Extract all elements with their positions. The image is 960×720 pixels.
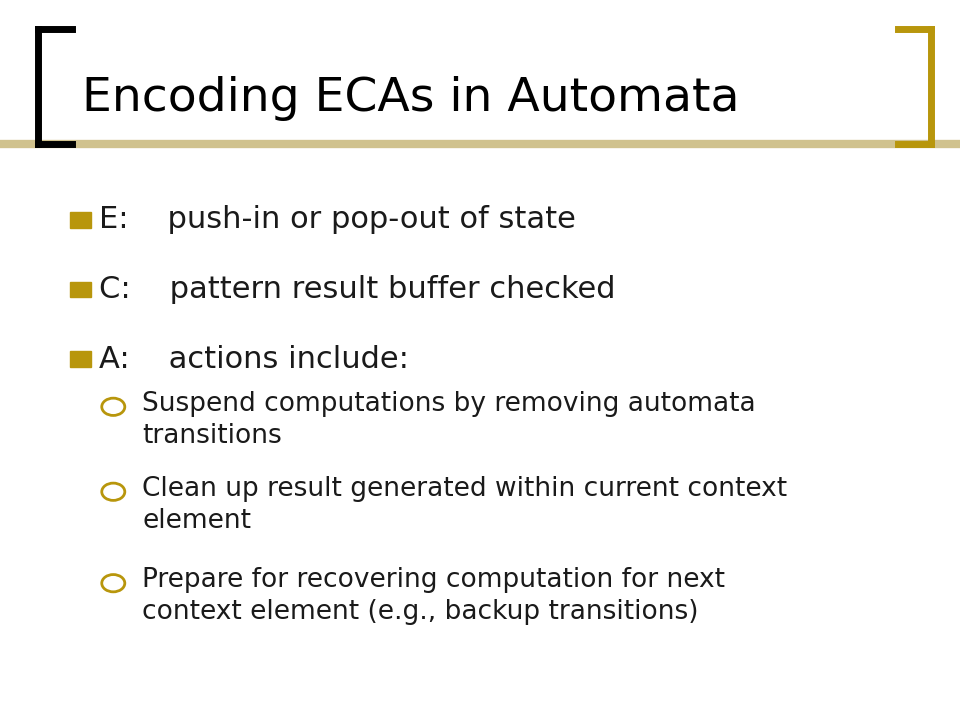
Text: element: element bbox=[142, 508, 252, 534]
Text: Suspend computations by removing automata: Suspend computations by removing automat… bbox=[142, 391, 756, 417]
Text: Prepare for recovering computation for next: Prepare for recovering computation for n… bbox=[142, 567, 725, 593]
Text: Encoding ECAs in Automata: Encoding ECAs in Automata bbox=[82, 76, 739, 120]
FancyBboxPatch shape bbox=[70, 282, 91, 297]
FancyBboxPatch shape bbox=[70, 212, 91, 228]
FancyBboxPatch shape bbox=[70, 351, 91, 367]
Text: Clean up result generated within current context: Clean up result generated within current… bbox=[142, 476, 787, 502]
Text: context element (e.g., backup transitions): context element (e.g., backup transition… bbox=[142, 599, 699, 625]
Text: C:    pattern result buffer checked: C: pattern result buffer checked bbox=[99, 275, 615, 304]
Text: A:    actions include:: A: actions include: bbox=[99, 345, 409, 374]
Text: E:    push-in or pop-out of state: E: push-in or pop-out of state bbox=[99, 205, 576, 234]
Text: transitions: transitions bbox=[142, 423, 282, 449]
